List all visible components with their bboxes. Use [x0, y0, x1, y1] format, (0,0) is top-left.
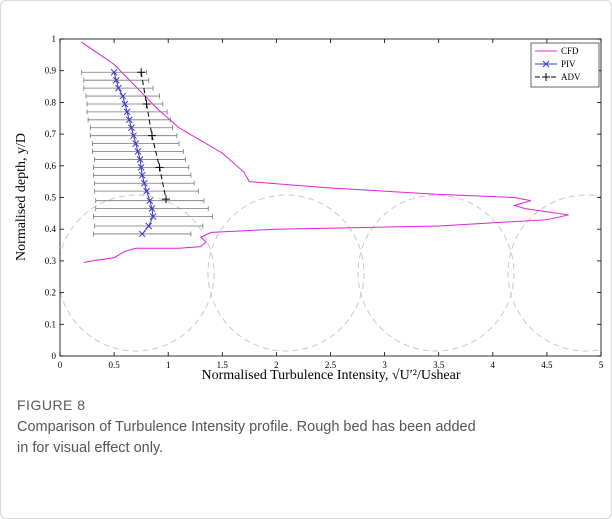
- x-tick-label: 1.5: [217, 360, 229, 370]
- legend-label: PIV: [561, 59, 576, 69]
- marker: [155, 163, 164, 172]
- marker: [542, 60, 550, 68]
- legend-label: CFD: [561, 46, 579, 56]
- marker: [137, 68, 146, 77]
- x-tick-label: 4.5: [541, 360, 553, 370]
- x-axis-label: Normalised Turbulence Intensity, √U′²/Us…: [202, 368, 461, 383]
- x-tick-label: 4: [491, 360, 496, 370]
- marker: [138, 171, 146, 179]
- marker: [110, 68, 118, 76]
- x-tick-label: 2.5: [325, 360, 337, 370]
- chart: Normalised Turbulence Intensity, √U′²/Us…: [14, 34, 604, 383]
- marker: [145, 222, 153, 230]
- y-tick-label: 0.1: [45, 319, 56, 329]
- marker: [143, 187, 150, 195]
- marker: [125, 116, 133, 124]
- y-tick-label: 0.8: [45, 97, 57, 107]
- marker: [121, 100, 129, 108]
- y-tick-label: 0.5: [45, 193, 57, 203]
- rough-bed: [60, 194, 601, 352]
- marker: [138, 230, 146, 238]
- marker: [130, 132, 137, 140]
- y-tick-label: 0.3: [45, 256, 57, 266]
- marker: [147, 131, 156, 140]
- marker: [162, 195, 171, 204]
- marker: [146, 197, 154, 205]
- y-tick-label: 0.4: [45, 224, 57, 234]
- plot-frame: [59, 38, 602, 357]
- figure-label: FIGURE 8: [17, 397, 86, 413]
- marker: [132, 140, 140, 147]
- marker: [123, 108, 131, 116]
- marker: [149, 213, 157, 220]
- legend: CFD PIV ADV: [530, 42, 600, 88]
- y-tick-label: 0.7: [45, 129, 57, 139]
- x-tick-label: 0.5: [108, 360, 120, 370]
- y-tick-label: 1: [52, 34, 57, 44]
- x-tick-label: 1: [166, 360, 171, 370]
- series-line: [113, 72, 154, 235]
- x-tick-label: 5: [599, 360, 604, 370]
- y-tick-label: 0.9: [45, 66, 57, 76]
- x-tick-label: 0: [58, 360, 63, 370]
- marker: [137, 164, 145, 171]
- marker: [136, 156, 144, 163]
- marker: [112, 76, 120, 84]
- marker: [128, 124, 135, 132]
- y-tick-label: 0.6: [45, 161, 57, 171]
- y-tick-label: 0: [52, 351, 57, 361]
- figure-caption: Comparison of Turbulence Intensity profi…: [17, 419, 476, 456]
- marker: [142, 99, 151, 108]
- x-tick-label: 3: [382, 360, 387, 370]
- legend-label: ADV: [561, 72, 581, 82]
- legend-box: [530, 42, 600, 88]
- marker: [134, 148, 142, 155]
- marker: [542, 73, 550, 81]
- y-axis-label: Normalised depth, y/D: [14, 133, 29, 261]
- marker: [148, 205, 156, 212]
- series-line: [81, 41, 569, 263]
- y-tick-label: 0.2: [45, 288, 56, 298]
- marker: [141, 179, 148, 187]
- x-tick-label: 2: [274, 360, 279, 370]
- x-tick-label: 3.5: [433, 360, 445, 370]
- marker: [119, 92, 127, 100]
- marker: [115, 84, 122, 92]
